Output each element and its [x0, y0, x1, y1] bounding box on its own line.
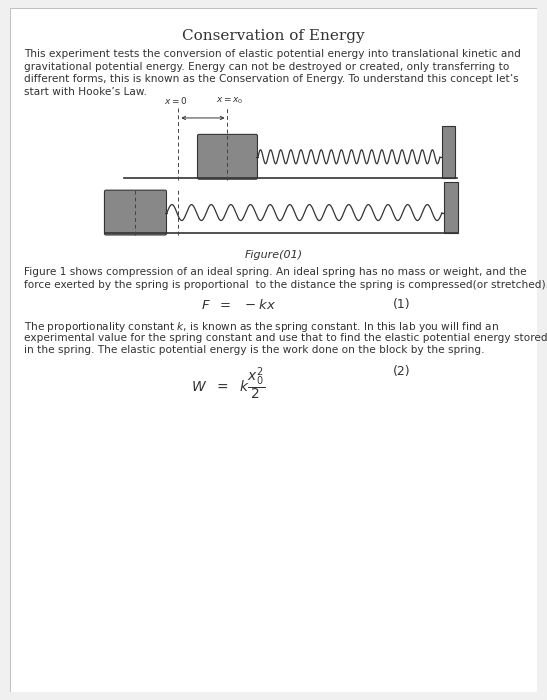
- Text: $x = 0$: $x = 0$: [165, 95, 188, 106]
- Text: gravitational potential energy. Energy can not be destroyed or created, only tra: gravitational potential energy. Energy c…: [24, 62, 510, 71]
- Text: $W\ \ =\ \ k\dfrac{x_0^2}{2}$: $W\ \ =\ \ k\dfrac{x_0^2}{2}$: [191, 365, 265, 402]
- Text: (2): (2): [392, 365, 410, 379]
- Text: experimental value for the spring constant and use that to find the elastic pote: experimental value for the spring consta…: [24, 332, 547, 342]
- Text: Conservation of Energy: Conservation of Energy: [182, 29, 365, 43]
- Text: (1): (1): [392, 298, 410, 312]
- FancyBboxPatch shape: [104, 190, 166, 235]
- Bar: [444, 182, 457, 234]
- Text: The proportionality constant $k$, is known as the spring constant. In this lab y: The proportionality constant $k$, is kno…: [24, 320, 499, 334]
- Text: in the spring. The elastic potential energy is the work done on the block by the: in the spring. The elastic potential ene…: [24, 345, 485, 355]
- FancyBboxPatch shape: [197, 134, 258, 179]
- Text: different forms, this is known as the Conservation of Energy. To understand this: different forms, this is known as the Co…: [24, 74, 519, 84]
- Text: start with Hooke’s Law.: start with Hooke’s Law.: [24, 87, 147, 97]
- Text: $F\ \ =\ \ -kx$: $F\ \ =\ \ -kx$: [201, 298, 276, 312]
- Text: Figure 1 shows compression of an ideal spring. An ideal spring has no mass or we: Figure 1 shows compression of an ideal s…: [24, 267, 527, 277]
- Text: Figure(01): Figure(01): [245, 251, 302, 260]
- Text: This experiment tests the conversion of elastic potential energy into translatio: This experiment tests the conversion of …: [24, 49, 521, 60]
- Text: force exerted by the spring is proportional  to the distance the spring is compr: force exerted by the spring is proportio…: [24, 280, 547, 290]
- Bar: [442, 126, 456, 178]
- Text: $x = x_0$: $x = x_0$: [216, 95, 243, 106]
